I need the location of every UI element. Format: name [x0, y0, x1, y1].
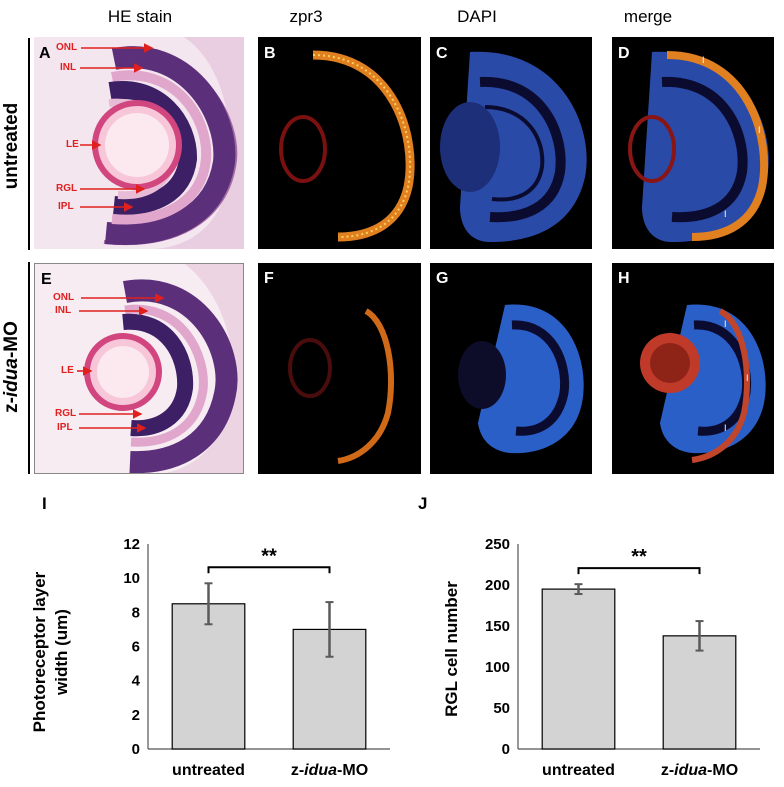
annot-e-le: LE	[61, 365, 74, 376]
chart-j: 0 50 100 150 200 250 untreated z-idua-MO **	[485, 536, 760, 779]
bar-untreated	[171, 603, 246, 750]
significance-bracket	[577, 567, 701, 575]
panel-letter-a: A	[39, 45, 51, 62]
y-tick-label: 150	[485, 618, 510, 635]
column-header-dapi: DAPI	[457, 7, 497, 26]
panel-f-zpr3-idua-mo: F	[258, 263, 421, 474]
column-header-merge: merge	[623, 7, 673, 26]
y-tick-label: 100	[485, 659, 510, 676]
column-header-he-stain: HE stain	[107, 7, 173, 26]
chart-letter-j: J	[418, 494, 428, 513]
svg-text:I: I	[724, 423, 727, 433]
y-tick-label: 200	[485, 577, 510, 594]
chart-j-ylabel: RGL cell number	[442, 581, 461, 717]
panel-d-merge-untreated: I I I D	[612, 37, 774, 249]
panel-h-merge-idua-mo: I I I H	[612, 263, 774, 474]
panel-letter-e: E	[41, 271, 52, 288]
panel-b-zpr3-untreated: B	[258, 37, 421, 249]
y-tick-label: 10	[123, 570, 140, 587]
y-tick-label: 2	[132, 707, 140, 724]
y-tick-label: 6	[132, 639, 140, 656]
x-category-label: z-idua-MO	[661, 762, 738, 779]
annot-e-rgl: RGL	[55, 408, 77, 419]
column-header-zpr3: zpr3	[289, 7, 323, 26]
significance-marker: **	[261, 545, 277, 567]
svg-text:I: I	[702, 55, 705, 65]
row-label-idua-mo: z-idua-MO	[1, 321, 22, 413]
bar-untreated	[541, 588, 616, 750]
annot-e-arrows	[77, 293, 165, 433]
y-tick-label: 0	[132, 741, 140, 758]
panel-e-he-idua-mo: E ONL INL LE RGL IPL	[34, 263, 244, 474]
chart-i-ylabel: Photoreceptor layer width (um)	[30, 571, 71, 733]
annot-e-ipl: IPL	[57, 422, 73, 433]
x-category-label: untreated	[172, 762, 245, 779]
annot-a-onl: ONL	[56, 42, 78, 53]
chart-i: 0 2 4 6 8 10 12 untreated z-idua-MO **	[123, 536, 390, 779]
panel-letter-h: H	[618, 270, 630, 287]
annot-a-ipl: IPL	[58, 201, 74, 212]
row-divider-idua-mo	[28, 262, 30, 474]
row-label-untreated: untreated	[1, 102, 22, 190]
x-category-label: z-idua-MO	[291, 762, 368, 779]
annot-a-rgl: RGL	[56, 183, 78, 194]
panel-letter-d: D	[618, 45, 630, 62]
annot-e-inl: INL	[55, 305, 72, 316]
bar-idua-mo	[662, 635, 737, 750]
svg-text:I: I	[746, 373, 749, 383]
significance-marker: **	[631, 546, 647, 568]
svg-text:I: I	[758, 125, 761, 135]
chart-letter-i: I	[42, 494, 47, 513]
annot-a-inl: INL	[60, 62, 77, 73]
annot-e-onl: ONL	[53, 292, 75, 303]
y-tick-label: 250	[485, 536, 510, 553]
y-tick-label: 12	[123, 536, 140, 553]
y-tick-label: 0	[502, 741, 510, 758]
y-tick-label: 50	[493, 700, 510, 717]
panel-letter-c: C	[436, 45, 448, 62]
panel-letter-f: F	[264, 270, 274, 287]
panel-c-dapi-untreated: C	[430, 37, 592, 249]
svg-text:I: I	[724, 319, 727, 329]
y-tick-label: 8	[132, 604, 140, 621]
panel-g-dapi-idua-mo: G	[430, 263, 592, 474]
panel-letter-b: B	[264, 45, 276, 62]
panel-a-he-untreated: A ONL INL LE RGL IPL	[34, 37, 244, 249]
annot-a-arrows	[80, 43, 154, 212]
svg-text:I: I	[724, 209, 727, 219]
y-tick-label: 4	[132, 673, 141, 690]
panel-letter-g: G	[436, 270, 449, 287]
row-divider-untreated	[28, 38, 30, 250]
significance-bracket	[207, 566, 331, 574]
x-category-label: untreated	[542, 762, 615, 779]
annot-a-le: LE	[66, 139, 79, 150]
